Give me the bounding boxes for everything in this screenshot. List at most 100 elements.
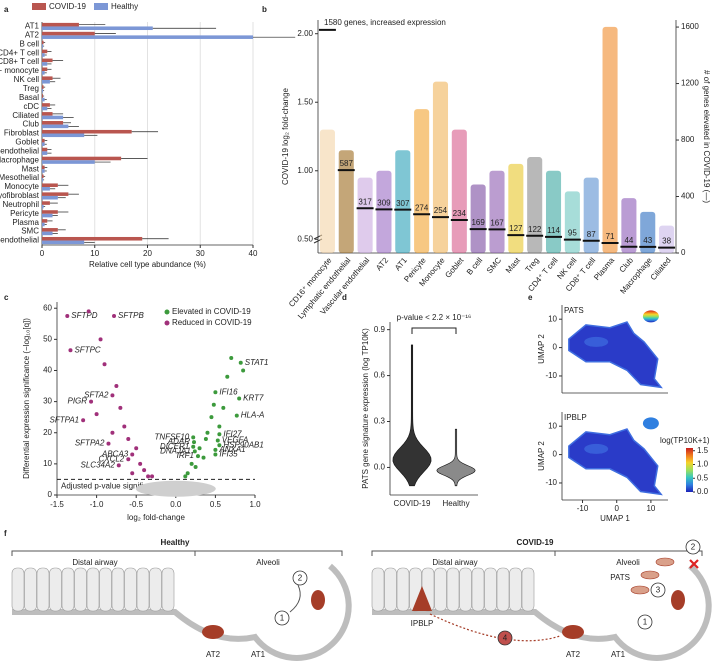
- category-label: Goblet: [15, 138, 39, 147]
- point: [238, 360, 243, 365]
- airway-cell: [384, 567, 397, 612]
- panel-letter: e: [528, 293, 533, 302]
- category-label: Treg: [524, 256, 541, 274]
- point: [215, 438, 220, 443]
- point-cloud: [376, 170, 392, 253]
- bar: [42, 138, 45, 143]
- category-label: Mast: [22, 164, 40, 173]
- cell-label: AT2: [206, 650, 221, 659]
- category-label: Myofibroblast: [0, 191, 40, 200]
- category-label: Ciliated: [12, 111, 39, 120]
- panel-title: PATS: [564, 306, 584, 315]
- bar: [42, 26, 153, 31]
- panel-letter: f: [4, 529, 7, 538]
- point-label: PIGR: [67, 397, 87, 406]
- category-label: CD16+ monocyte: [0, 66, 40, 75]
- colorbar-tick-label: 1.0: [697, 460, 709, 469]
- point-cloud: [602, 26, 618, 254]
- ipblp-cell: [412, 586, 432, 611]
- x-tick-label: 10: [646, 504, 655, 513]
- point: [195, 454, 200, 459]
- point-label: SFTA2: [84, 390, 109, 399]
- cell-label: PATS: [610, 573, 630, 582]
- bar: [42, 124, 69, 129]
- airway-cell: [36, 567, 50, 612]
- y-tick-label: 30: [43, 397, 52, 406]
- category-label: Vascular endothelial: [0, 236, 39, 245]
- y-tick-label: 0: [553, 450, 558, 459]
- point-cloud: [319, 129, 335, 253]
- bar: [42, 187, 50, 191]
- colorbar-tick-label: 0.0: [697, 487, 709, 496]
- data-label: 95: [568, 229, 577, 238]
- x-tick-label: -0.5: [129, 500, 143, 509]
- bar: [42, 142, 45, 146]
- point: [110, 393, 115, 398]
- point-cloud: [357, 177, 373, 253]
- category-label: Lymphatic endothelial: [0, 146, 39, 155]
- point-cloud: [470, 184, 486, 253]
- point: [192, 440, 197, 445]
- violin: [436, 428, 476, 487]
- bar: [42, 183, 58, 188]
- x-tick-label: 10: [90, 249, 99, 258]
- point: [211, 402, 216, 407]
- airway-cell: [49, 567, 62, 612]
- category-label: Neutrophil: [3, 200, 40, 209]
- data-label: 38: [662, 237, 671, 246]
- bar: [42, 236, 143, 241]
- point-cloud: [338, 150, 354, 253]
- annotation: 1580 genes, increased expression: [324, 18, 446, 27]
- at2-cell: [311, 590, 325, 610]
- bar: [42, 112, 53, 116]
- category-label: Pericyte: [10, 209, 39, 218]
- point: [229, 356, 234, 361]
- block-mark: [689, 559, 699, 569]
- pats-cell: [640, 570, 660, 580]
- x-tick-label: 0.5: [210, 500, 222, 509]
- bar: [42, 35, 253, 39]
- point: [86, 309, 91, 314]
- point: [209, 415, 214, 420]
- bar: [42, 160, 95, 164]
- step-label: 3: [656, 586, 661, 595]
- y-tick-label: 0: [553, 343, 558, 352]
- data-label: 114: [547, 226, 560, 235]
- at2-cell: [562, 625, 584, 639]
- cell-cluster: [584, 443, 609, 454]
- airway-cell: [74, 567, 87, 612]
- airway-cell: [496, 567, 510, 612]
- data-label: 127: [509, 224, 523, 233]
- x-axis-label: UMAP 1: [600, 514, 630, 523]
- y-tick-label: 20: [43, 428, 52, 437]
- bar: [42, 58, 53, 63]
- header-bracket: [371, 550, 703, 556]
- cell-label: AT2: [566, 650, 581, 659]
- point: [134, 446, 139, 451]
- point: [126, 436, 131, 441]
- y-axis-label: UMAP 2: [537, 334, 546, 364]
- step-marker: [497, 630, 513, 646]
- bar: [42, 85, 44, 89]
- airway-cell: [111, 567, 125, 612]
- airway-cell: [136, 567, 150, 612]
- data-label: 71: [606, 232, 615, 241]
- point: [241, 368, 246, 373]
- x-tick-label: Healthy: [442, 499, 469, 508]
- bar: [42, 178, 44, 182]
- y-axis-label: Differential expression significance (−l…: [22, 318, 31, 479]
- x-tick-label: 0.0: [170, 500, 182, 509]
- step-marker: [637, 614, 653, 630]
- point: [221, 405, 226, 410]
- airway-cell: [471, 567, 485, 612]
- y-tick-label: 1.50: [297, 97, 313, 106]
- point: [130, 452, 135, 457]
- panel-title: IPBLP: [564, 413, 587, 422]
- significance-bracket: [411, 327, 457, 334]
- bar: [42, 231, 53, 236]
- point-label: SFTPC: [74, 345, 100, 354]
- bar: [42, 219, 48, 223]
- point: [68, 348, 73, 353]
- point-label: DNAJA1: [160, 447, 191, 456]
